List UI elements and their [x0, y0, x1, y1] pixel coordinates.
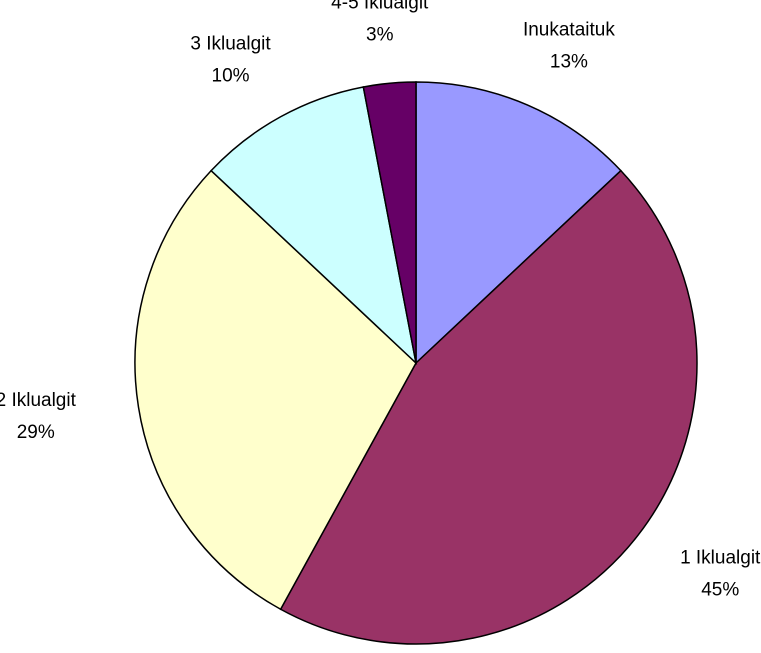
slice-value-label: 29% — [17, 422, 55, 443]
slice-value-label: 3% — [366, 25, 394, 46]
slice-label: 3 Iklualgit — [190, 34, 271, 55]
pie-slice — [415, 81, 622, 365]
slice-value-label: 10% — [212, 66, 250, 87]
slice-label: Inukataituk — [523, 19, 615, 40]
slice-label: 1 Iklualgit — [680, 547, 761, 568]
pie-slice — [279, 169, 698, 645]
pie-slice — [210, 86, 418, 366]
pie-slice — [134, 169, 417, 611]
slice-label: 2 Iklualgit — [0, 390, 77, 411]
pie-slice — [362, 81, 417, 364]
slice-value-label: 13% — [550, 51, 588, 72]
slice-value-label: 45% — [701, 579, 739, 600]
slice-label: 4-5 Iklualgit — [331, 0, 429, 14]
